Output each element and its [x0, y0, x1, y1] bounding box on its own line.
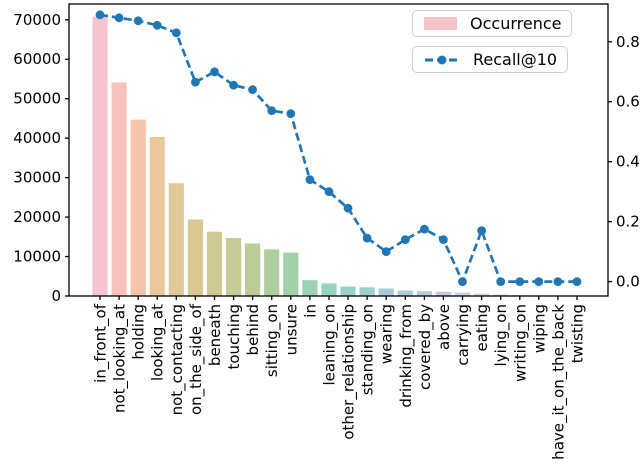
recall-point-behind: [248, 85, 257, 95]
x-tick-label: wearing: [378, 304, 396, 364]
left-tick-label: 60000: [13, 50, 61, 68]
x-tick-label: carrying: [454, 304, 472, 366]
left-tick-label: 40000: [13, 129, 61, 147]
occurrence-swatch-icon: [424, 17, 457, 30]
x-tick-label: not_contacting: [168, 304, 187, 415]
left-tick-label: 20000: [13, 208, 61, 226]
recall-point-have_it_on_the_back: [553, 277, 563, 286]
bar-behind: [244, 242, 262, 297]
recall-point-twisting: [572, 277, 582, 286]
right-tick-label: 0.6: [616, 93, 640, 111]
left-tick-label: 50000: [13, 90, 61, 108]
recall-point-holding: [133, 16, 143, 26]
bar-on_the_side_of: [186, 218, 204, 297]
x-tick-label: beneath: [206, 304, 224, 366]
bar-above: [434, 290, 452, 297]
recall-point-sitting_on: [267, 106, 277, 116]
recall-point-standing_on: [362, 233, 372, 243]
recall-point-not_looking_at: [114, 13, 124, 23]
recall-point-drinking_from: [400, 235, 410, 245]
x-tick-label: holding: [130, 304, 148, 360]
bar-not_looking_at: [110, 81, 128, 297]
recall-point-touching: [229, 80, 239, 90]
recall-point-above: [439, 235, 448, 245]
recall-point-leaning_on: [324, 187, 334, 197]
recall-point-in_front_of: [95, 10, 105, 20]
recall-line-icon: [425, 55, 459, 64]
recall-line: [99, 13, 577, 283]
legend-occurrence-label: Occurrence: [470, 14, 562, 33]
x-tick-label: touching: [225, 304, 243, 370]
left-tick-label: 70000: [13, 11, 61, 29]
recall-point-not_contacting: [171, 28, 181, 38]
recall-point-beneath: [210, 67, 219, 77]
recall-point-on_the_side_of: [191, 77, 200, 87]
recall-point-wearing: [381, 247, 391, 256]
x-tick-label: eating: [473, 304, 491, 352]
bar-looking_at: [148, 136, 166, 297]
x-tick-label: not_looking_at: [111, 304, 130, 413]
legend-recall: Recall@10: [412, 46, 569, 73]
right-tick-label: 0.8: [616, 33, 640, 51]
x-tick-label: behind: [244, 304, 262, 355]
x-tick-label: have_it_on_the_back: [549, 304, 568, 460]
x-tick-label: twisting: [569, 304, 587, 363]
right-tick-label: 0.2: [616, 213, 640, 231]
bar-covered_by: [415, 290, 433, 297]
recall-point-looking_at: [152, 20, 162, 30]
bar-other_relationship: [339, 285, 357, 297]
legend-occurrence: Occurrence: [412, 10, 573, 37]
bar-leaning_on: [320, 282, 338, 297]
recall-point-eating: [477, 226, 486, 236]
right-tick-label: 0.4: [616, 153, 640, 171]
x-tick-label: covered_by: [416, 304, 435, 390]
bar-standing_on: [358, 286, 376, 297]
x-tick-label: drinking_from: [397, 304, 416, 408]
x-tick-label: on_the_side_of: [187, 303, 206, 415]
x-tick-label: in: [301, 304, 319, 318]
x-tick-label: lying_on: [492, 304, 511, 366]
recall-point-wiping: [534, 277, 544, 286]
bar-not_contacting: [167, 182, 185, 297]
x-tick-label: sitting_on: [263, 304, 282, 377]
bar-touching: [225, 237, 243, 297]
x-tick-label: writing_on: [511, 304, 530, 382]
bar-in_front_of: [91, 15, 109, 297]
x-tick-label: leaning_on: [321, 304, 340, 385]
bar-sitting_on: [263, 248, 281, 297]
x-tick-label: above: [435, 304, 453, 350]
recall-point-other_relationship: [343, 203, 353, 213]
x-tick-label: other_relationship: [340, 304, 359, 440]
plot-border: [68, 3, 609, 297]
right-tick-label: 0.0: [616, 273, 640, 291]
x-tick-label: standing_on: [359, 304, 378, 395]
legend-recall-label: Recall@10: [473, 50, 558, 69]
x-tick-label: unsure: [282, 304, 300, 355]
left-tick-label: 10000: [13, 248, 61, 266]
left-tick-label: 30000: [13, 169, 61, 187]
recall-point-covered_by: [420, 224, 429, 234]
recall-point-in: [305, 175, 315, 185]
recall-point-unsure: [286, 109, 296, 119]
bar-wearing: [377, 287, 395, 297]
x-tick-label: looking_at: [149, 304, 168, 381]
recall-point-lying_on: [496, 277, 506, 286]
recall-point-writing_on: [515, 277, 525, 286]
bar-holding: [129, 118, 147, 297]
bar-unsure: [282, 251, 300, 297]
x-tick-label: in_front_of: [92, 303, 111, 383]
recall-point-carrying: [458, 277, 467, 286]
bar-beneath: [206, 230, 223, 297]
left-tick-label: 0: [51, 287, 61, 305]
bar-drinking_from: [396, 289, 414, 297]
bar-in: [301, 279, 319, 297]
x-tick-label: wiping: [530, 304, 548, 353]
